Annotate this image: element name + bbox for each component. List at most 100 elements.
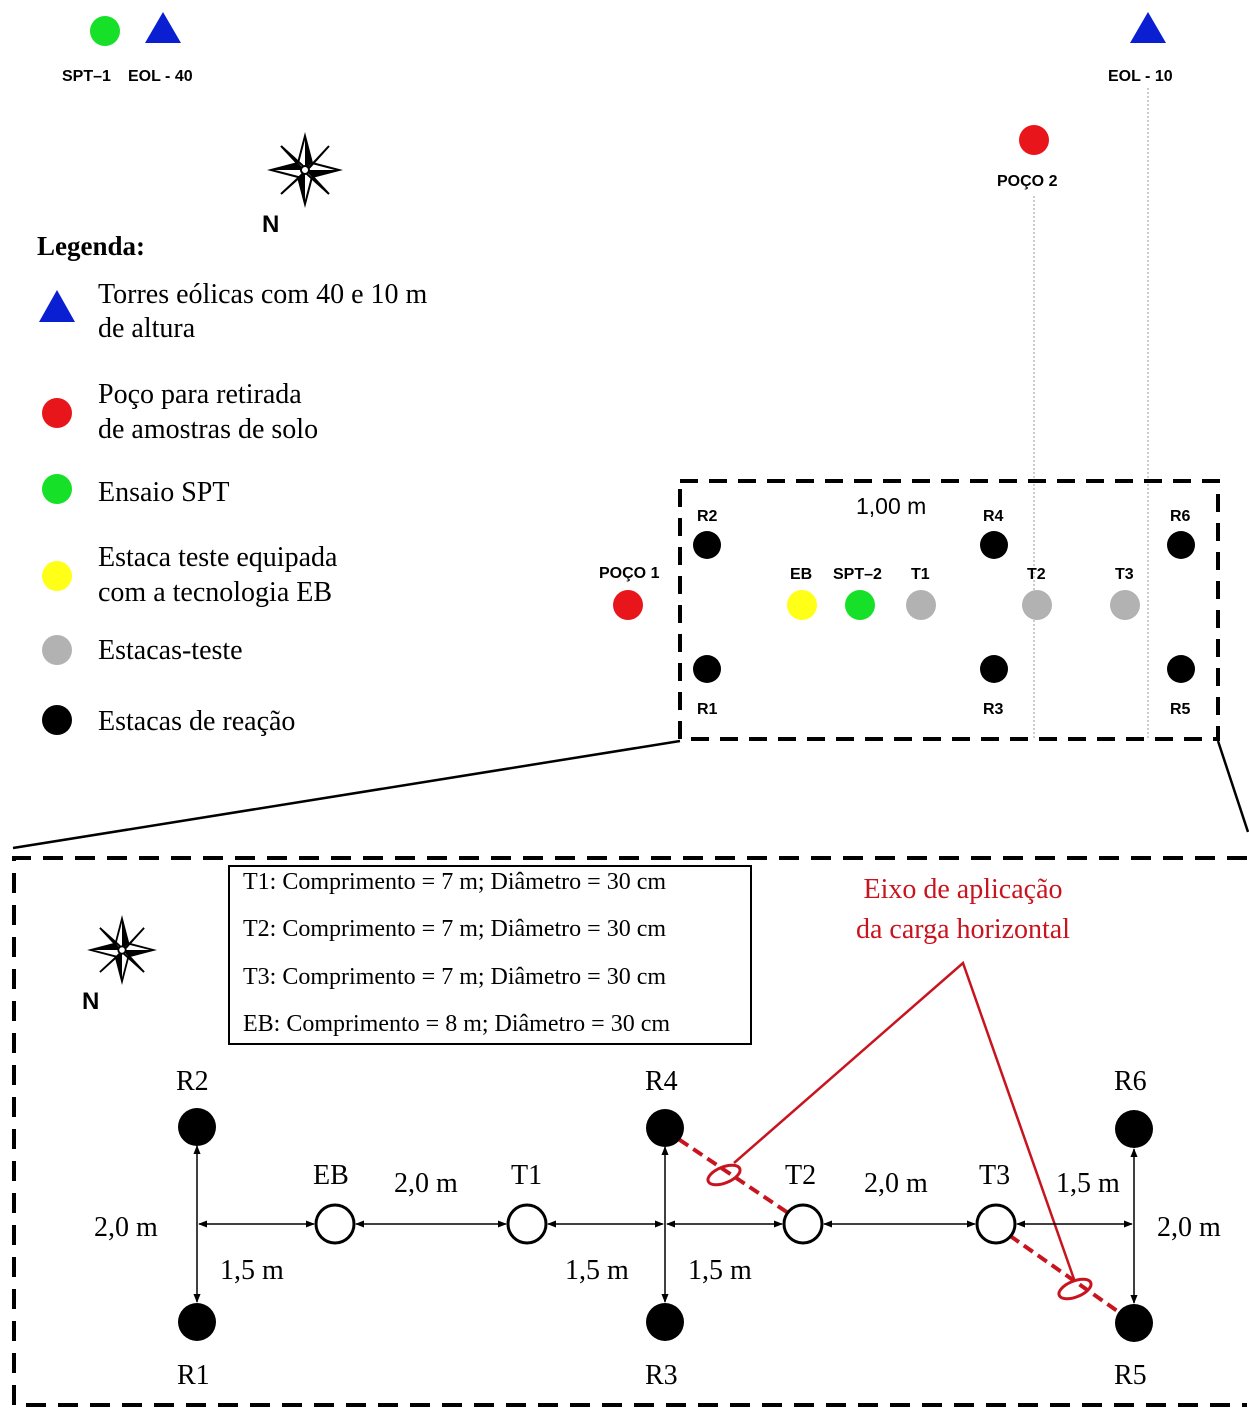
detail-r4-label: R4 [645, 1066, 678, 1097]
zoom-connector-left [12, 739, 681, 850]
legend-item-towers-line1: Torres eólicas com 40 e 10 m [98, 279, 427, 310]
pile-specs-box [228, 865, 752, 1045]
site-r6-label: R6 [1170, 508, 1191, 525]
detail-r2 [178, 1108, 216, 1146]
eol10-label: EOL - 10 [1108, 68, 1173, 85]
spec-t2: T2: Comprimento = 7 m; Diâmetro = 30 cm [243, 916, 666, 942]
detail-eb-label: EB [313, 1160, 349, 1191]
eol10-triangle-icon [1130, 12, 1166, 43]
detail-north-label: N [82, 988, 99, 1015]
poco2-marker [1019, 125, 1049, 155]
detail-view: N T1: Comprimento = 7 m; Diâmetro = 30 c… [12, 856, 1247, 1407]
site-r4-label: R4 [983, 508, 1004, 525]
detail-r6-label: R6 [1114, 1066, 1147, 1097]
detail-r5 [1115, 1304, 1153, 1342]
gray-circle-icon [42, 635, 72, 665]
poco1-marker [613, 590, 643, 620]
eol40-label: EOL - 40 [128, 68, 193, 85]
site-r4 [980, 531, 1008, 559]
north-compass-icon [270, 135, 340, 205]
poco1-label: POÇO 1 [599, 565, 660, 582]
legend-item-well-line2: de amostras de solo [98, 414, 318, 445]
site-r3 [980, 655, 1008, 683]
dim-t1-to-r4-label: 1,5 m [565, 1255, 629, 1286]
load-axis-label-line2: da carga horizontal [856, 914, 1070, 945]
detail-t3 [975, 1203, 1017, 1245]
spec-t1: T1: Comprimento = 7 m; Diâmetro = 30 cm [243, 869, 666, 895]
detail-r5-label: R5 [1114, 1360, 1147, 1391]
detail-north-compass-icon [89, 917, 155, 983]
dim-right-vertical-label: 2,0 m [1157, 1212, 1221, 1243]
green-circle-icon [42, 474, 72, 504]
site-spt2-label: SPT–2 [833, 566, 882, 583]
site-r1-label: R1 [697, 701, 718, 718]
detail-t3-label: T3 [979, 1160, 1010, 1191]
detail-t2-label: T2 [785, 1160, 816, 1191]
legend-item-well-line1: Poço para retirada [98, 379, 302, 410]
dim-r-to-eb-label: 1,5 m [220, 1255, 284, 1286]
top-markers: SPT–1 EOL - 40 EOL - 10 POÇO 2 [62, 12, 1173, 190]
detail-r3 [646, 1303, 684, 1341]
detail-r2-label: R2 [176, 1066, 209, 1097]
eol40-triangle-icon [145, 12, 181, 43]
detail-t2 [782, 1203, 824, 1245]
red-circle-icon [42, 398, 72, 428]
load-axis-label-line1: Eixo de aplicação [863, 874, 1062, 905]
detail-r1-label: R1 [177, 1360, 210, 1391]
spt1-marker [90, 16, 120, 46]
site-t1-label: T1 [911, 566, 930, 583]
site-r5 [1167, 655, 1195, 683]
site-t2-label: T2 [1027, 566, 1046, 583]
detail-r3-label: R3 [645, 1360, 678, 1391]
site-t3-label: T3 [1115, 566, 1134, 583]
legend-item-towers-line2: de altura [98, 313, 196, 344]
site-spt2 [845, 590, 875, 620]
load-axis-r4-t2 [663, 1128, 805, 1225]
dim-left-vertical-label: 2,0 m [94, 1212, 158, 1243]
legend-item-eb-line1: Estaca teste equipada [98, 542, 338, 573]
legend: Legenda: Torres eólicas com 40 e 10 m de… [37, 231, 427, 737]
site-r1 [693, 655, 721, 683]
dim-r4-to-t2-label: 1,5 m [688, 1255, 752, 1286]
dim-eb-to-t1-label: 2,0 m [394, 1168, 458, 1199]
site-distance-label: 1,00 m [856, 493, 926, 519]
site-t1 [906, 590, 936, 620]
site-eb-label: EB [790, 566, 812, 583]
dim-t3-to-r-label: 1,5 m [1056, 1168, 1120, 1199]
site-plan-boundary [678, 479, 1220, 741]
site-r2-label: R2 [697, 508, 718, 525]
site-plan: POÇO 1 1,00 m R2 R1 R4 R3 R6 R5 EB SPT–2… [599, 479, 1220, 741]
zoom-connector-right [1216, 740, 1249, 833]
yellow-circle-icon [42, 561, 72, 591]
detail-t1-label: T1 [511, 1160, 542, 1191]
legend-item-spt-line1: Ensaio SPT [98, 477, 229, 508]
legend-item-reaction-line1: Estacas de reação [98, 706, 295, 737]
load-axis-t3-r5 [994, 1224, 1135, 1324]
spec-eb: EB: Comprimento = 8 m; Diâmetro = 30 cm [243, 1011, 670, 1037]
north-label: N [262, 211, 279, 238]
poco2-label: POÇO 2 [997, 173, 1058, 190]
dimension-lines [193, 1145, 1138, 1304]
legend-title: Legenda: [37, 231, 145, 261]
legend-item-eb-line2: com a tecnologia EB [98, 577, 332, 608]
site-r2 [693, 531, 721, 559]
site-eb [787, 590, 817, 620]
spt1-label: SPT–1 [62, 68, 111, 85]
load-axis-pointer [733, 960, 1077, 1283]
site-r3-label: R3 [983, 701, 1004, 718]
detail-r6 [1115, 1110, 1153, 1148]
site-t3 [1110, 590, 1140, 620]
load-point-marker-1 [706, 1163, 742, 1187]
load-point-marker-2 [1057, 1277, 1093, 1301]
black-circle-icon [42, 705, 72, 735]
site-t2 [1022, 590, 1052, 620]
detail-t1 [506, 1203, 548, 1245]
legend-item-test-line1: Estacas-teste [98, 635, 243, 666]
site-r5-label: R5 [1170, 701, 1191, 718]
detail-r1 [178, 1303, 216, 1341]
detail-eb [314, 1203, 356, 1245]
triangle-icon [39, 290, 75, 322]
detail-r4 [646, 1109, 684, 1147]
site-r6 [1167, 531, 1195, 559]
